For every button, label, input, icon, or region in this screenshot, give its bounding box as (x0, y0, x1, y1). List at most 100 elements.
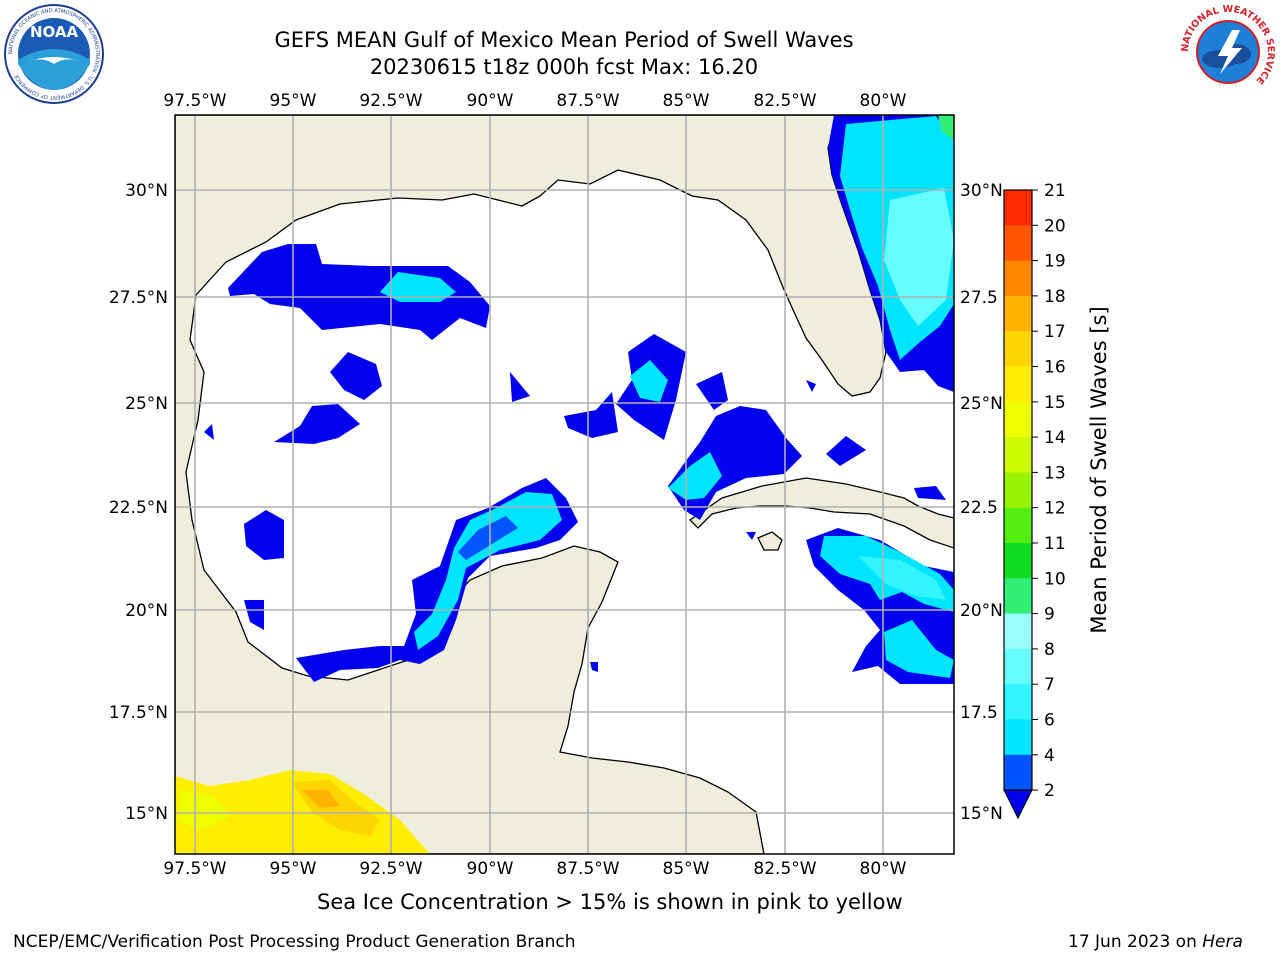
footer-machine: Hera (1202, 932, 1243, 952)
swell-contour-region (806, 380, 816, 392)
colorbar: 21 20 19 18 17 16 15 14 13 12 11 10 9 8 7 6 4 2 Mean Perio… (1003, 181, 1111, 820)
swell-contour-region (914, 486, 946, 500)
colorbar-tick-label: 4 (1044, 746, 1055, 766)
swell-contour-region (510, 372, 530, 402)
swell-contour-region (244, 600, 264, 630)
swell-contour-region (668, 452, 722, 500)
colorbar-tick-label: 19 (1044, 252, 1066, 272)
swell-contour-region (884, 188, 954, 326)
colorbar-tick-label: 12 (1044, 499, 1066, 519)
colorbar-segment (1004, 190, 1032, 226)
footer-credit: NCEP/EMC/Verification Post Processing Pr… (13, 932, 576, 952)
footer-date: 17 Jun 2023 on Hera (1068, 932, 1243, 952)
swell-contour-region (938, 115, 954, 140)
swell-contour-region (826, 436, 866, 466)
lat-tick-right: 15°N (960, 804, 1003, 824)
lon-tick-top: 87.5°W (556, 91, 619, 111)
lat-tick-right: 22.5 (960, 498, 998, 518)
colorbar-tick-label: 20 (1044, 216, 1066, 236)
lon-tick-top: 92.5°W (359, 91, 422, 111)
colorbar-tick-label: 9 (1044, 605, 1055, 625)
swell-contour-region (274, 404, 360, 444)
lon-tick-top: 82.5°W (753, 91, 816, 111)
lon-tick-bottom: 80°W (860, 859, 907, 879)
swell-contour-region (590, 662, 598, 672)
colorbar-segment (1004, 507, 1032, 544)
lat-tick-left: 20°N (125, 601, 168, 621)
lat-tick-right: 20°N (960, 601, 1003, 621)
lat-tick-right: 27.5 (960, 288, 998, 308)
lon-tick-bottom: 97.5°W (163, 859, 226, 879)
lon-tick-bottom: 87.5°W (556, 859, 619, 879)
lat-tick-left: 30°N (125, 181, 168, 201)
colorbar-segment (1004, 366, 1032, 403)
lon-tick-top: 97.5°W (163, 91, 226, 111)
map-layers (175, 115, 954, 854)
lon-tick-bottom: 90°W (467, 859, 514, 879)
colorbar-segment (1004, 295, 1032, 332)
graticule (175, 115, 954, 854)
lat-tick-left: 15°N (125, 804, 168, 824)
lon-tick-top: 90°W (467, 91, 514, 111)
colorbar-tick-label: 11 (1044, 534, 1066, 554)
colorbar-segment (1004, 543, 1032, 579)
swell-contour-region (858, 556, 946, 600)
colorbar-segment (1004, 225, 1032, 262)
colorbar-segment (1004, 260, 1032, 297)
land-isle-of-youth (757, 531, 783, 551)
lon-tick-top: 85°W (663, 91, 710, 111)
colorbar-tick-label: 8 (1044, 640, 1055, 660)
colorbar-segment (1004, 648, 1032, 685)
swell-contour-region (458, 516, 518, 560)
colorbar-tick-label: 14 (1044, 428, 1066, 448)
colorbar-extend-arrow (1003, 789, 1033, 820)
lat-tick-left: 17.5°N (109, 703, 168, 723)
colorbar-tick-label: 17 (1044, 322, 1066, 342)
plot-subtitle: 20230615 t18z 000h fcst Max: 16.20 (369, 55, 759, 79)
colorbar-segment (1004, 578, 1032, 615)
colorbar-label: Mean Period of Swell Waves [s] (1087, 306, 1111, 633)
lat-tick-right: 25°N (960, 394, 1003, 414)
swell-contour-region (178, 790, 230, 830)
colorbar-segment (1004, 754, 1032, 791)
colorbar-tick-label: 10 (1044, 569, 1066, 589)
colorbar-segment (1004, 401, 1032, 438)
map-frame (174, 114, 955, 855)
lat-tick-right: 30°N (960, 181, 1003, 201)
lat-tick-left: 25°N (125, 394, 168, 414)
lat-tick-right: 17.5 (960, 703, 998, 723)
lon-tick-top: 95°W (270, 91, 317, 111)
lat-tick-left: 27.5°N (109, 288, 168, 308)
swell-contour-region (204, 424, 214, 440)
colorbar-segment (1004, 719, 1032, 756)
colorbar-tick-label: 16 (1044, 358, 1066, 378)
land-north-america (175, 115, 887, 854)
swell-contour-region (696, 372, 728, 410)
colorbar-tick-label: 18 (1044, 287, 1066, 307)
noaa-logo: NOAA NATIONAL OCEANIC AND ATMOSPHERIC AD… (4, 4, 104, 104)
swell-contour-region (330, 352, 382, 400)
swell-contour-region (746, 532, 756, 540)
colorbar-segment (1004, 331, 1032, 367)
lon-tick-bottom: 85°W (663, 859, 710, 879)
plot-title: GEFS MEAN Gulf of Mexico Mean Period of … (274, 28, 854, 52)
swell-contour-region (244, 510, 284, 560)
lon-tick-top: 80°W (860, 91, 907, 111)
land-layer (175, 115, 954, 854)
lat-tick-left: 22.5°N (109, 498, 168, 518)
colorbar-tick-label: 15 (1044, 393, 1066, 413)
lon-tick-bottom: 82.5°W (753, 859, 816, 879)
axis-tick-labels: 97.5°W 97.5°W 95°W 95°W 92.5°W 92.5°W 90°W 90°W… (109, 91, 1003, 879)
footer-date-text: 17 Jun 2023 on (1068, 932, 1203, 952)
colorbar-segment (1004, 613, 1032, 650)
colorbar-segment (1004, 684, 1032, 720)
colorbar-tick-label: 13 (1044, 463, 1066, 483)
colorbar-segment (1004, 437, 1032, 473)
colorbar-tick-label: 7 (1044, 675, 1055, 695)
lon-tick-bottom: 95°W (270, 859, 317, 879)
noaa-logo-text: NOAA (30, 23, 79, 41)
colorbar-tick-label: 2 (1044, 781, 1055, 801)
colorbar-tick-label: 6 (1044, 711, 1055, 731)
nws-logo: NATIONAL WEATHER SERVICE (1180, 4, 1276, 99)
